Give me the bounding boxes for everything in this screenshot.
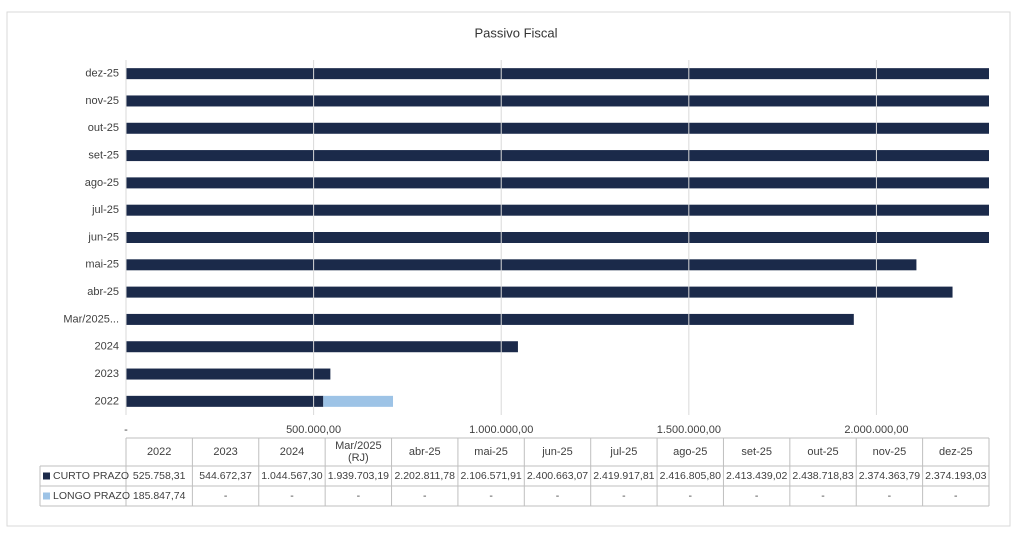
legend-label: CURTO PRAZO [53,470,129,482]
table-header: 2023 [213,446,237,458]
table-value: 544.672,37 [199,470,252,482]
y-tick-label: out-25 [88,122,119,134]
y-tick-label: abr-25 [87,286,119,298]
table-value: - [954,490,958,502]
table-header: mai-25 [474,446,508,458]
table-value: - [224,490,228,502]
bar [126,395,324,407]
table-value: - [888,490,892,502]
table-value: 2.106.571,91 [460,470,521,482]
table-value: 2.400.663,07 [527,470,588,482]
table-value: 2.374.363,79 [859,470,920,482]
bar [126,286,953,298]
table-value: - [821,490,825,502]
bar [126,177,989,189]
table-header: jun-25 [541,446,573,458]
chart-title: Passivo Fiscal [474,25,557,40]
table-value: - [556,490,560,502]
y-tick-label: nov-25 [85,95,119,107]
y-tick-label: Mar/2025... [63,313,119,325]
bar [126,68,989,80]
table-header: jul-25 [609,446,637,458]
table-header: ago-25 [673,446,707,458]
bar [323,395,394,407]
table-value: - [622,490,626,502]
table-header: abr-25 [409,446,441,458]
table-header: 2022 [147,446,171,458]
y-tick-label: 2023 [95,368,119,380]
bar [126,368,331,380]
y-tick-label: ago-25 [85,177,119,189]
table-header: nov-25 [873,446,907,458]
table-value: 2.413.439,02 [726,470,787,482]
table-value: - [489,490,493,502]
table-header: dez-25 [939,446,973,458]
bar [126,122,989,134]
bar [126,341,518,353]
table-value: 2.374.193,03 [925,470,986,482]
plot-area [126,68,989,407]
table-value: - [423,490,427,502]
x-tick-label: 500.000,00 [286,424,341,436]
table-value: 525.758,31 [133,470,186,482]
table-value: 1.939.703,19 [328,470,389,482]
y-tick-label: jun-25 [87,231,119,243]
table-value: - [357,490,361,502]
table-value: 1.044.567,30 [261,470,322,482]
x-tick-label: 1.000.000,00 [469,424,533,436]
table-value: 2.438.718,83 [792,470,853,482]
legend-marker [43,492,50,500]
table-value: 2.416.805,80 [660,470,721,482]
bar [126,259,917,271]
legend-label: LONGO PRAZO [53,490,130,502]
table-value: - [290,490,294,502]
bar [126,95,989,107]
table-header: out-25 [807,446,838,458]
legend-marker [43,472,50,480]
y-tick-label: set-25 [88,149,119,161]
y-tick-label: dez-25 [85,68,119,80]
table-value: - [689,490,693,502]
table-value: 2.419.917,81 [593,470,654,482]
y-tick-label: jul-25 [91,204,119,216]
table-value: - [755,490,759,502]
bar [126,150,989,162]
bar [126,232,989,243]
x-tick-label: 1.500.000,00 [657,424,721,436]
bar [126,313,854,325]
table-header: set-25 [741,446,772,458]
table-value: 2.202.811,78 [394,470,455,482]
table-header: Mar/2025 (RJ) [335,440,381,464]
y-tick-label: 2024 [95,341,119,353]
bar [126,204,989,216]
x-tick-label: 2.000.000,00 [844,424,908,436]
table-value: 185.847,74 [133,490,186,502]
y-tick-label: 2022 [95,395,119,407]
x-tick-label: - [124,424,128,436]
y-tick-label: mai-25 [85,259,119,271]
table-header: 2024 [280,446,304,458]
